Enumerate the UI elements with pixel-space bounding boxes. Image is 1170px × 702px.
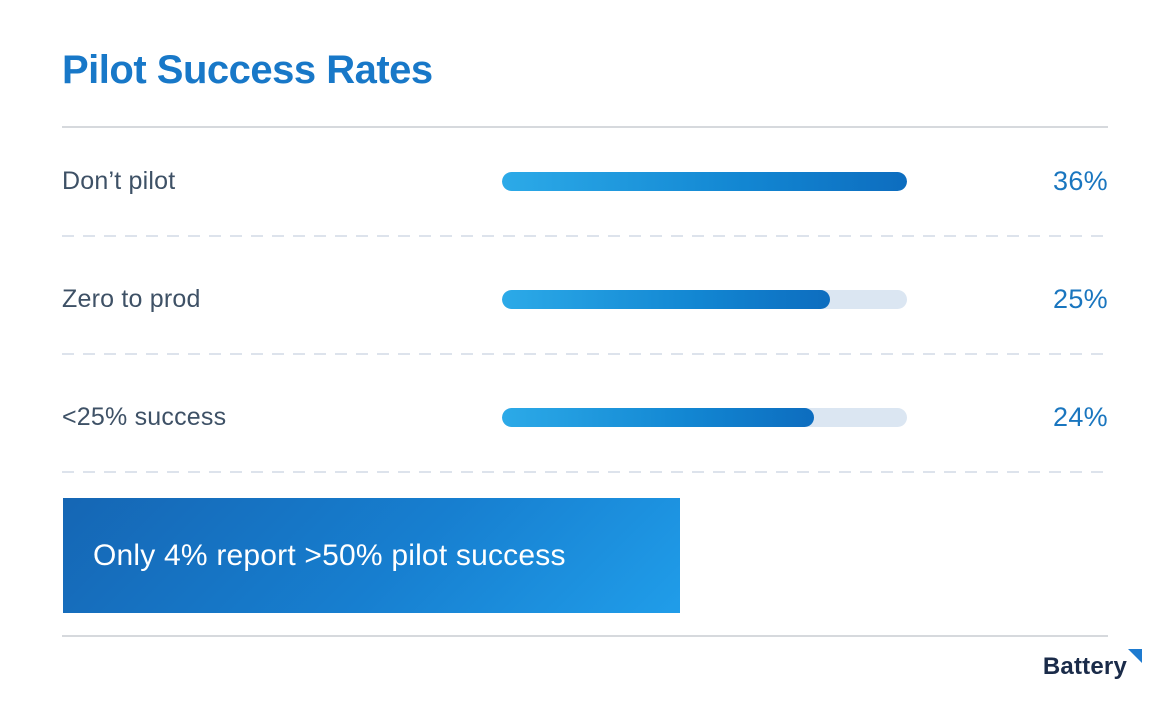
bar-track xyxy=(502,408,907,427)
dashed-divider-line xyxy=(62,471,1108,473)
bar-category-label: Don’t pilot xyxy=(62,167,176,195)
bar-fill xyxy=(502,290,831,309)
dashed-divider-line xyxy=(62,235,1108,237)
bar-fill xyxy=(502,408,814,427)
dashed-divider-line xyxy=(62,353,1108,355)
callout-banner: Only 4% report >50% pilot success xyxy=(63,498,680,613)
battery-logo-text: Battery xyxy=(1042,653,1127,680)
bar-category-label: Zero to prod xyxy=(62,285,201,313)
bar-value-label: 24% xyxy=(1053,402,1108,432)
bar-value-label: 36% xyxy=(1053,166,1108,196)
bar-track xyxy=(502,172,907,191)
bottom-divider-line xyxy=(62,635,1108,637)
top-divider-line xyxy=(62,126,1108,128)
bar-value-label: 25% xyxy=(1053,284,1108,314)
battery-logo: Battery xyxy=(1042,649,1142,681)
bar-category-label: <25% success xyxy=(62,403,227,431)
bar-fill xyxy=(502,172,907,191)
chart-title: Pilot Success Rates xyxy=(62,48,433,92)
bar-track xyxy=(502,290,907,309)
battery-triangle-icon xyxy=(1128,649,1142,663)
callout-text: Only 4% report >50% pilot success xyxy=(93,538,566,572)
